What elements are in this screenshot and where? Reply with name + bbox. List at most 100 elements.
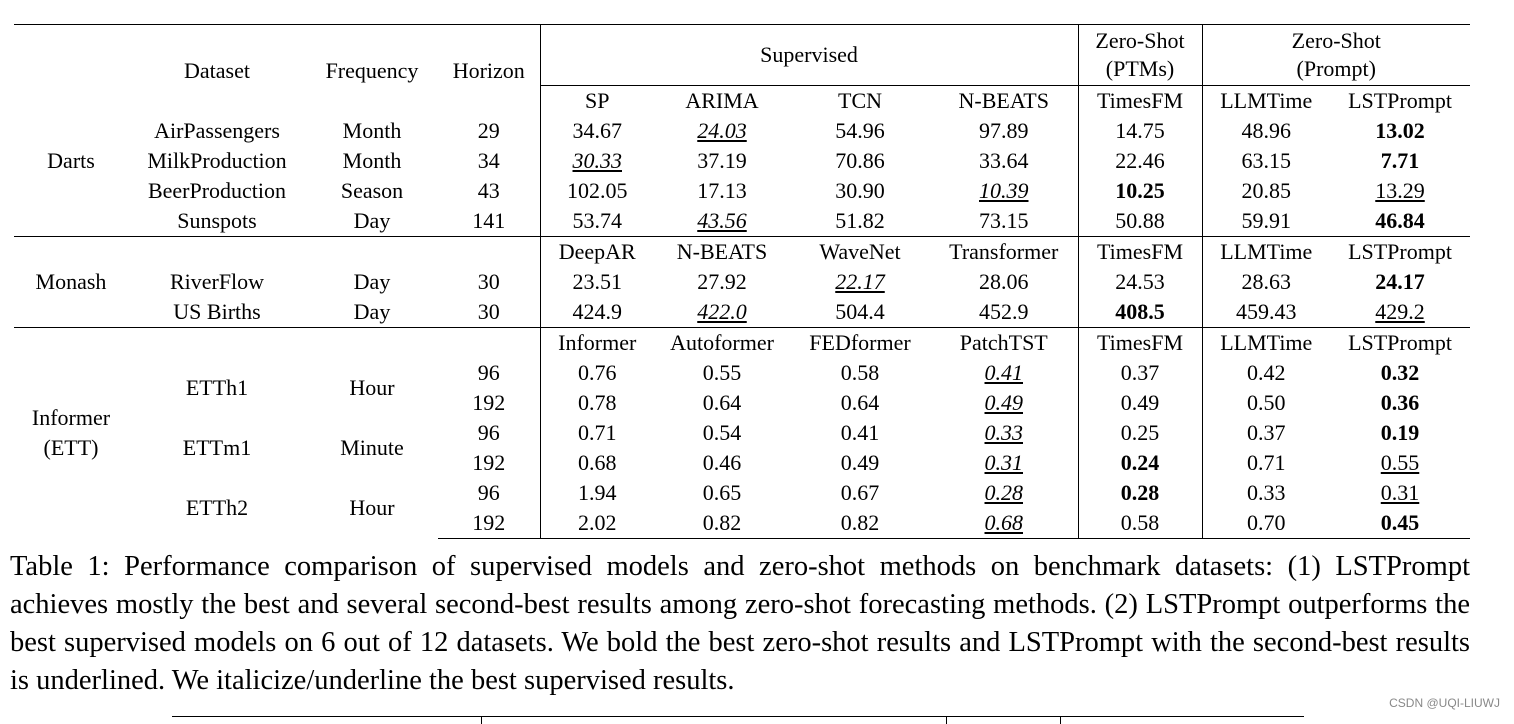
model-name: Autoformer xyxy=(654,327,790,358)
metric-cell: 0.55 xyxy=(654,358,790,388)
metric-cell: 0.64 xyxy=(790,388,930,418)
metric-cell: 30.33 xyxy=(539,146,654,176)
table-row: RiverFlow Day 30 23.51 27.92 22.17 28.06 24.53 2… xyxy=(14,267,1470,297)
table-row: ETTm1 Minute 96 0.71 0.54 0.41 0.33 0.25 0.37 0.1… xyxy=(14,418,1470,460)
metric-value: 23.51 xyxy=(572,269,623,294)
horizon-value: 34 xyxy=(477,148,500,173)
frequency-value: Hour xyxy=(349,375,395,400)
metric-value: 17.13 xyxy=(697,178,747,203)
metric-value: 34.67 xyxy=(572,118,623,143)
metric-cell: 0.31 xyxy=(1330,478,1470,508)
frequency-value: Day xyxy=(353,299,391,324)
metric-value: 24.17 xyxy=(1375,269,1425,294)
frequency-value: Minute xyxy=(340,435,404,460)
header-zero-shot-prompt-line2: (Prompt) xyxy=(1296,56,1376,81)
metric-cell: 424.9 xyxy=(539,297,654,328)
metric-value: 14.75 xyxy=(1115,118,1165,143)
metric-cell: 422.0 xyxy=(654,297,790,328)
metric-value: 0.70 xyxy=(1247,510,1286,535)
metric-cell: 48.96 xyxy=(1201,116,1331,146)
table-row: ETTh1 Hour 96 0.76 0.55 0.58 0.41 0.37 0.42 0.32 xyxy=(14,358,1470,400)
metric-cell: 0.28 xyxy=(1077,478,1203,508)
metric-value: 70.86 xyxy=(835,148,885,173)
model-name: LSTPrompt xyxy=(1330,236,1471,267)
model-name: SP xyxy=(539,85,654,116)
header-zero-shot-prompt-line1: Zero-Shot xyxy=(1291,28,1381,53)
table-row: MilkProduction Month 34 30.33 37.19 70.86 33.6… xyxy=(14,146,1470,176)
metric-cell: 1.94 xyxy=(539,478,654,508)
frequency-value: Day xyxy=(353,208,391,233)
metric-cell: 50.88 xyxy=(1077,206,1203,237)
header-dataset: Dataset xyxy=(128,24,306,116)
metric-value: 59.91 xyxy=(1241,208,1292,233)
metric-cell: 0.67 xyxy=(790,478,930,508)
metric-value: 13.29 xyxy=(1375,178,1425,203)
metric-value: 504.4 xyxy=(835,299,885,324)
model-name: Informer xyxy=(539,327,654,358)
metric-value: 0.71 xyxy=(1247,450,1286,475)
header-horizon: Horizon xyxy=(438,24,540,116)
metric-cell: 0.71 xyxy=(1201,448,1331,478)
metric-cell: 70.86 xyxy=(790,146,930,176)
metric-cell: 0.58 xyxy=(790,358,930,388)
metric-cell: 0.58 xyxy=(1077,508,1203,539)
frequency-value: Month xyxy=(342,118,402,143)
frequency-value: Day xyxy=(353,269,391,294)
metric-cell: 0.42 xyxy=(1201,358,1331,388)
metric-value: 24.53 xyxy=(1115,269,1165,294)
next-table-top-rule xyxy=(172,716,1304,717)
metric-cell: 504.4 xyxy=(790,297,930,328)
empty-cell xyxy=(128,236,306,267)
metric-value: 30.90 xyxy=(835,178,885,203)
frequency-value: Season xyxy=(340,178,404,203)
metric-value: 0.49 xyxy=(840,450,880,475)
table-row: 192 0.78 0.64 0.64 0.49 0.49 0.50 0.36 xyxy=(14,388,1470,418)
metric-cell: 20.85 xyxy=(1201,176,1331,206)
header-frequency: Frequency xyxy=(306,24,438,116)
next-table-divider xyxy=(946,716,947,724)
metric-value: 1.94 xyxy=(578,480,617,505)
metric-value: 0.71 xyxy=(578,420,617,445)
metric-value: 0.58 xyxy=(840,360,880,385)
metric-cell: 24.17 xyxy=(1330,267,1470,297)
metric-cell: 0.68 xyxy=(539,448,654,478)
model-name: ARIMA xyxy=(654,85,790,116)
metric-value: 0.46 xyxy=(702,450,742,475)
model-name: LLMTime xyxy=(1201,236,1331,267)
header-zero-shot-ptms: Zero-Shot (PTMs) xyxy=(1077,24,1203,86)
metric-cell: 0.78 xyxy=(539,388,654,418)
metric-value: 73.15 xyxy=(979,208,1029,233)
metric-cell: 0.37 xyxy=(1201,418,1331,448)
header-zero-shot-ptms-line2: (PTMs) xyxy=(1105,56,1175,81)
metric-cell: 0.64 xyxy=(654,388,790,418)
horizon-value: 192 xyxy=(472,450,506,475)
model-name: Transformer xyxy=(930,236,1079,267)
empty-cell xyxy=(438,236,540,267)
group-label-line: (ETT) xyxy=(43,435,99,461)
metric-value: 0.55 xyxy=(1380,450,1420,475)
model-name: WaveNet xyxy=(790,236,930,267)
metric-value: 13.02 xyxy=(1375,118,1425,143)
empty-cell xyxy=(438,327,540,358)
metric-value: 51.82 xyxy=(835,208,885,233)
metric-value: 28.63 xyxy=(1241,269,1292,294)
metric-cell: 0.45 xyxy=(1330,508,1471,539)
metric-cell: 10.39 xyxy=(930,176,1078,206)
metric-cell: 0.82 xyxy=(790,508,930,539)
model-header-row: Darts SP ARIMA TCN N-BEATS TimesFM LLMTime LSTP… xyxy=(14,85,1471,173)
empty-cell xyxy=(128,327,306,358)
horizon-value: 192 xyxy=(438,508,540,539)
group-label-line: Monash xyxy=(35,269,107,294)
metric-cell: 24.03 xyxy=(654,116,790,146)
metric-cell: 0.33 xyxy=(1201,478,1331,508)
metric-value: 43.56 xyxy=(697,208,747,233)
metric-value: 22.17 xyxy=(835,269,885,294)
metric-value: 459.43 xyxy=(1236,299,1297,324)
table-row: US Births Day 30 424.9 422.0 504.4 452.9 408.5 4… xyxy=(14,297,1470,328)
metric-value: 0.25 xyxy=(1120,420,1160,445)
metric-value: 0.31 xyxy=(984,450,1024,475)
group-label-line: Informer xyxy=(31,405,111,431)
metric-value: 0.64 xyxy=(840,390,880,415)
model-name: N-BEATS xyxy=(654,236,790,267)
metric-cell: 0.70 xyxy=(1201,508,1331,539)
